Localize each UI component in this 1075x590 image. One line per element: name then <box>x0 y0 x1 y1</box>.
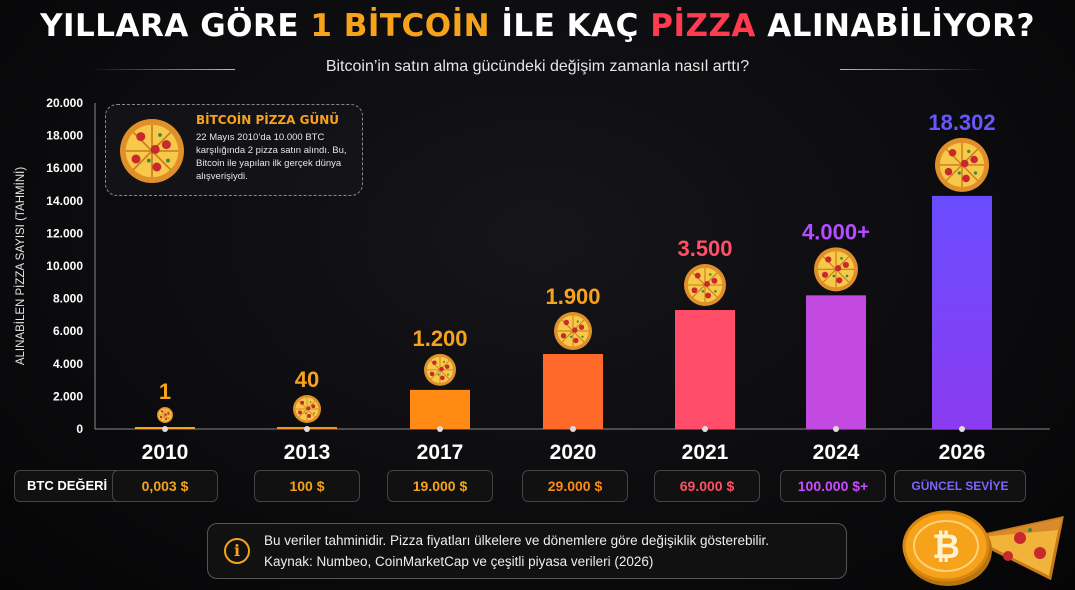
subtitle-divider-left <box>90 69 235 70</box>
x-tick-dot <box>437 426 443 432</box>
btc-value-box: 69.000 $ <box>654 470 760 502</box>
pizza-icon <box>120 119 184 183</box>
pizza-icons <box>157 137 989 423</box>
pizza-day-callout: BİTCOİN PİZZA GÜNÜ 22 Mayıs 2010’da 10.0… <box>105 104 363 196</box>
bar <box>410 389 470 429</box>
callout-text: 22 Mayıs 2010’da 10.000 BTC karşılığında… <box>196 132 347 182</box>
bitcoin-coin-icon: ₿ <box>902 510 992 586</box>
x-tick-dot <box>304 426 310 432</box>
value-label: 18.302 <box>928 110 995 135</box>
page-title: YILLARA GÖRE 1 BİTCOİN İLE KAÇ PİZZA ALI… <box>40 8 1035 44</box>
value-label: 40 <box>295 367 319 392</box>
info-icon: i <box>224 538 250 564</box>
value-label: 4.000+ <box>802 219 870 244</box>
y-tick-label: 20.000 <box>46 96 83 110</box>
y-tick-label: 6.000 <box>53 324 83 338</box>
pizza-icon <box>424 353 456 386</box>
pizza-slice-icon <box>965 516 1064 581</box>
pizza-icon <box>554 312 592 351</box>
bar <box>806 295 866 429</box>
source-note: i Bu veriler tahminidir. Pizza fiyatları… <box>207 523 847 579</box>
pizza-icon <box>935 137 989 192</box>
subtitle-divider-right <box>840 69 985 70</box>
x-tick-dot <box>162 426 168 432</box>
y-axis-label: ALINABİLEN PİZZA SAYISI (TAHMİNİ) <box>14 167 27 365</box>
x-tick-dot <box>702 426 708 432</box>
pizza-icon <box>814 247 858 292</box>
x-tick-label: 2013 <box>284 441 331 464</box>
x-axis-labels: 2010 2013 2017 2020 2021 2024 2026 <box>142 441 986 464</box>
x-tick-dot <box>959 426 965 432</box>
bar-chart: ALINABİLEN PİZZA SAYISI (TAHMİNİ) 0 2.000… <box>14 96 1050 464</box>
note-disclaimer: Bu veriler tahminidir. Pizza fiyatları ü… <box>264 533 769 548</box>
y-tick-label: 8.000 <box>53 292 83 306</box>
pizza-icon <box>684 264 726 307</box>
btc-value-row-label: BTC DEĞERİ <box>14 470 124 502</box>
x-tick-label: 2010 <box>142 441 189 464</box>
svg-text:₿: ₿ <box>932 527 960 567</box>
x-tick-dot <box>570 426 576 432</box>
y-axis: 0 2.000 4.000 6.000 8.000 10.000 12.000 14.000 1… <box>46 96 1050 436</box>
y-tick-label: 12.000 <box>46 226 83 240</box>
subtitle-row: Bitcoin’in satın alma gücündeki değişim … <box>90 58 985 82</box>
y-tick-label: 18.000 <box>46 129 83 143</box>
value-labels: 1 40 1.200 1.900 3.500 4.000+ 18.302 <box>159 110 996 404</box>
pizza-icon <box>293 395 321 423</box>
value-label: 1 <box>159 379 171 404</box>
y-tick-label: 0 <box>76 422 83 436</box>
value-label: 1.200 <box>412 326 467 351</box>
btc-value-box: GÜNCEL SEVİYE <box>894 470 1026 502</box>
subtitle: Bitcoin’in satın alma gücündeki değişim … <box>325 58 750 75</box>
y-tick-label: 16.000 <box>46 161 83 175</box>
btc-value-box: 100 $ <box>254 470 360 502</box>
y-tick-label: 4.000 <box>53 357 83 371</box>
btc-value-box: 19.000 $ <box>387 470 493 502</box>
x-tick-label: 2017 <box>417 441 464 464</box>
y-tick-label: 2.000 <box>53 389 83 403</box>
bar <box>932 195 992 429</box>
pizza-icon <box>157 407 173 423</box>
bar <box>543 354 603 429</box>
y-tick-label: 14.000 <box>46 194 83 208</box>
x-tick-dot <box>833 426 839 432</box>
btc-value-box: 29.000 $ <box>522 470 628 502</box>
value-label: 3.500 <box>677 236 732 261</box>
x-tick-label: 2026 <box>939 441 986 464</box>
value-label: 1.900 <box>545 284 600 309</box>
bar <box>675 310 735 429</box>
x-tick-label: 2020 <box>550 441 597 464</box>
note-source: Kaynak: Numbeo, CoinMarketCap ve çeşitli… <box>264 554 654 569</box>
bars <box>135 195 992 432</box>
bitcoin-pizza-illustration: ₿ <box>902 510 1064 586</box>
pizza-icon <box>120 119 184 183</box>
y-tick-label: 10.000 <box>46 259 83 273</box>
btc-value-box: 0,003 $ <box>112 470 218 502</box>
x-tick-label: 2024 <box>813 441 860 464</box>
callout-title: BİTCOİN PİZZA GÜNÜ <box>196 113 339 127</box>
btc-value-box: 100.000 $+ <box>780 470 886 502</box>
x-tick-label: 2021 <box>682 441 729 464</box>
